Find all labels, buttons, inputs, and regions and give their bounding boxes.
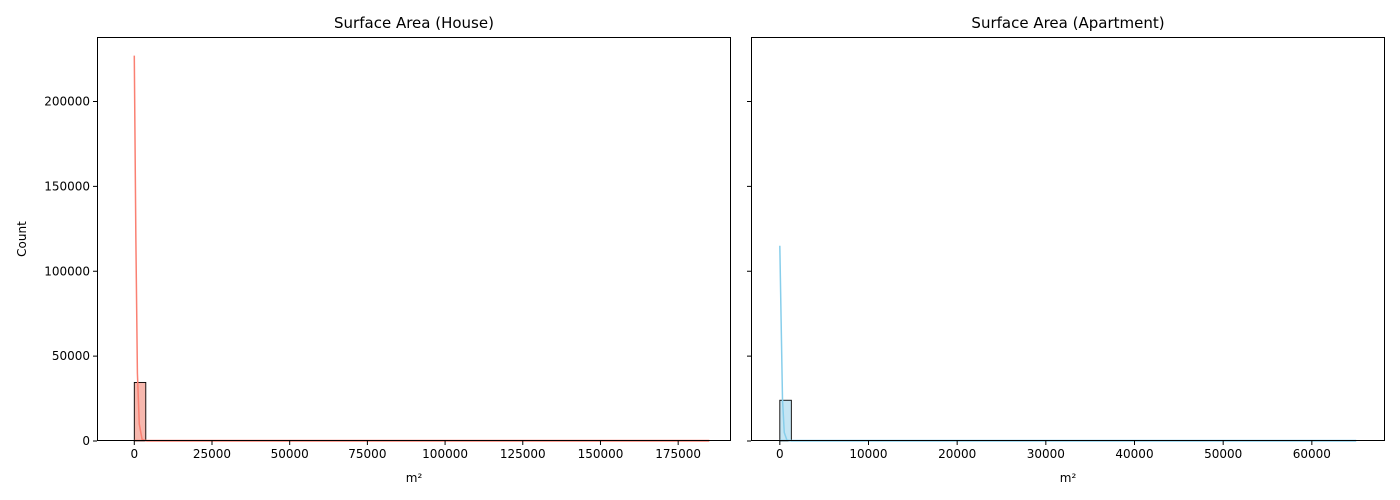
axes-frame: [97, 37, 731, 441]
chart-panel-1: 0 25000 50000 75000 100000 125000 150000 175000…: [15, 14, 731, 485]
chart-title: Surface Area (Apartment): [971, 14, 1164, 32]
kde-line: [779, 245, 1357, 442]
x-tick-label: 75000: [348, 447, 386, 461]
x-tick-label: 175000: [655, 447, 701, 461]
x-tick-label: 50000: [1204, 447, 1242, 461]
x-tick-label: 100000: [422, 447, 468, 461]
x-tick-label: 25000: [193, 447, 231, 461]
x-tick-label: 60000: [1293, 447, 1331, 461]
y-tick-label: 200000: [44, 95, 90, 109]
y-tick-label: 50000: [52, 349, 90, 363]
y-axis-label: Count: [15, 221, 29, 257]
x-tick-label: 125000: [500, 447, 546, 461]
x-tick-label: 30000: [1027, 447, 1065, 461]
y-tick-label: 150000: [44, 179, 90, 193]
x-tick-label: 0: [776, 447, 784, 461]
x-axis-label: m²: [406, 471, 423, 485]
chart-title: Surface Area (House): [334, 14, 494, 32]
x-tick-label: 40000: [1115, 447, 1153, 461]
x-tick-label: 150000: [578, 447, 624, 461]
x-tick-label: 0: [130, 447, 138, 461]
x-tick-label: 20000: [938, 447, 976, 461]
y-tick-label: 0: [82, 434, 90, 448]
y-tick-label: 100000: [44, 264, 90, 278]
chart-panel-2: 0 10000 20000 30000 40000 50000 60000 Surface A…: [747, 14, 1385, 485]
x-tick-label: 10000: [849, 447, 887, 461]
x-tick-label: 50000: [271, 447, 309, 461]
axes-frame: [751, 37, 1385, 441]
kde-line: [133, 55, 710, 442]
x-axis-label: m²: [1060, 471, 1077, 485]
